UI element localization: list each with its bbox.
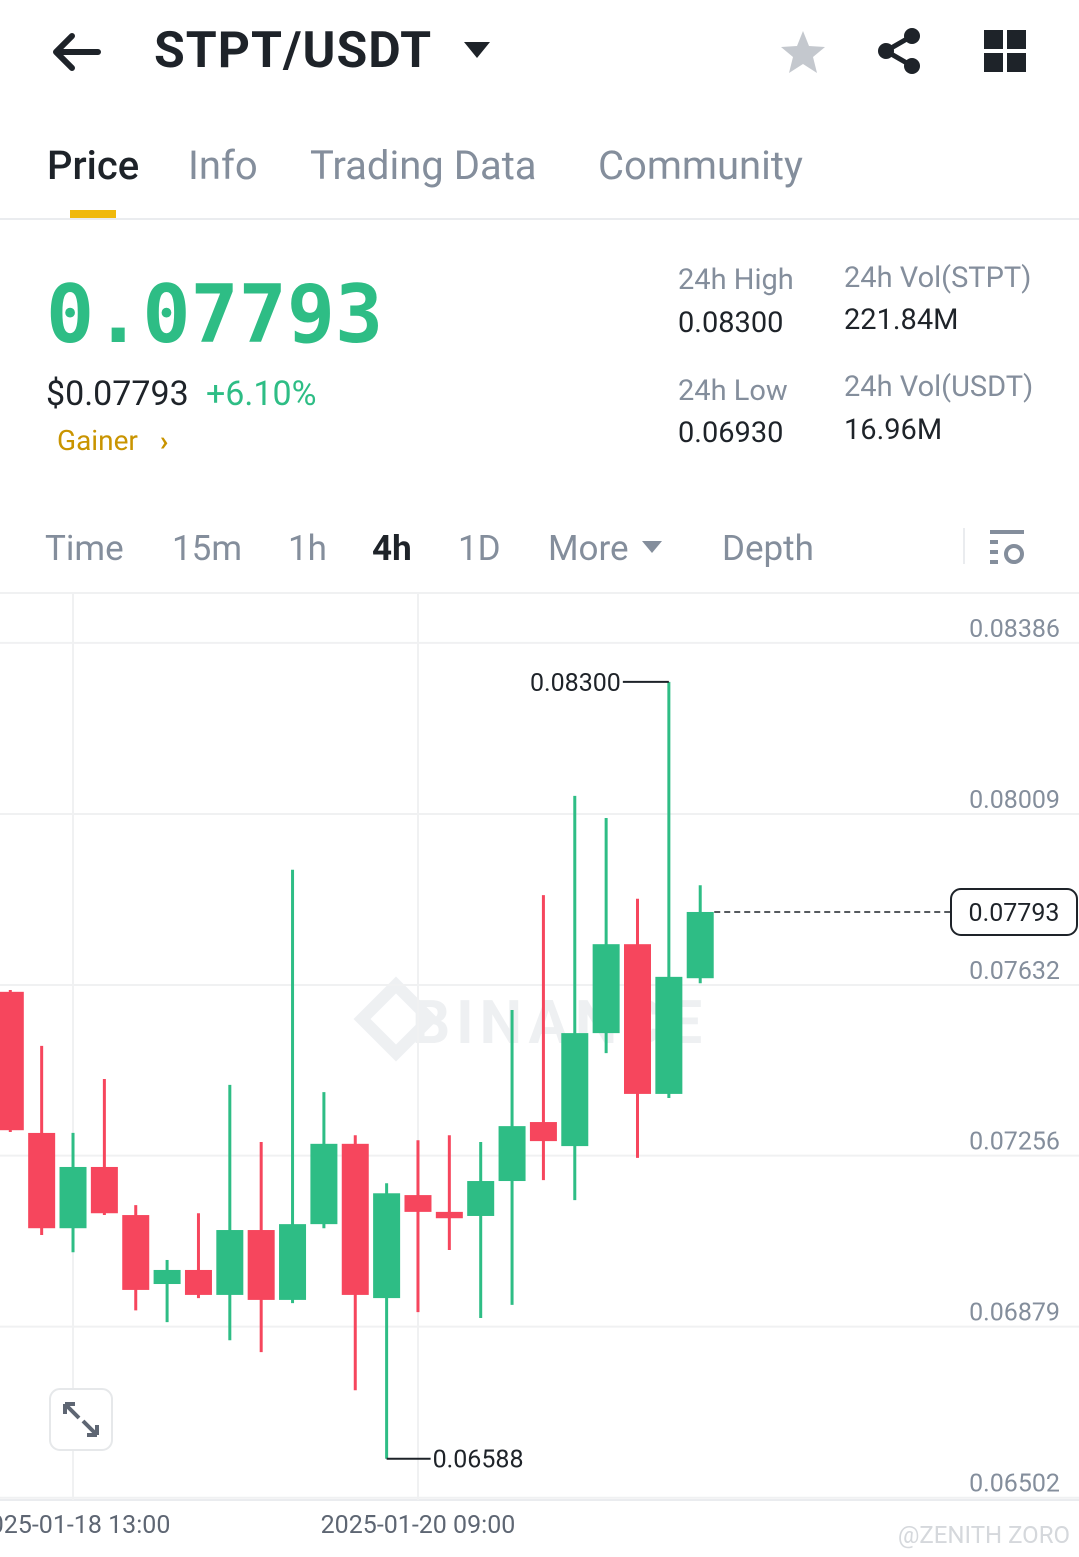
interval-tab[interactable]: 4h <box>372 528 412 569</box>
candle-body <box>592 944 620 1034</box>
price-change: +6.10% <box>206 374 317 414</box>
candle-body <box>59 1166 87 1229</box>
tab[interactable]: Trading Data <box>310 142 537 189</box>
gainer-link[interactable]: Gainer › <box>57 424 168 457</box>
x-tick-label: 2025-01-20 09:00 <box>321 1511 516 1540</box>
y-tick-label: 0.06879 <box>969 1299 1060 1328</box>
stat-value: 221.84M <box>844 303 959 337</box>
candle-body <box>561 1033 589 1147</box>
dropdown-icon[interactable] <box>462 40 492 62</box>
interval-tab[interactable]: 1D <box>458 528 501 569</box>
favorite-icon[interactable] <box>778 28 828 76</box>
candle-body <box>279 1224 307 1300</box>
stat-label: 24h Vol(STPT) <box>844 261 1032 295</box>
stat-label: 24h Low <box>678 374 788 408</box>
candlestick-chart: BINANCE 0.08386 0.08009 0.07632 0.07256 0.068… <box>0 593 1079 1549</box>
stat-value: 16.96M <box>844 413 943 447</box>
candle-body <box>435 1211 463 1219</box>
y-tick-label: 0.08009 <box>969 786 1060 815</box>
share-icon[interactable] <box>874 26 924 76</box>
fullscreen-button[interactable] <box>49 1388 113 1451</box>
candle-body <box>404 1195 432 1212</box>
separator <box>963 528 965 564</box>
chevron: › <box>159 424 169 457</box>
candle-body <box>28 1132 56 1229</box>
x-tick-label: 2025-01-18 13:00 <box>0 1511 170 1540</box>
candle-body <box>122 1215 150 1290</box>
candle-body <box>655 976 683 1094</box>
candle-body <box>624 944 651 1094</box>
last-price: 0.07793 <box>46 268 384 361</box>
candle-body <box>247 1230 275 1300</box>
high-label: 0.08300 <box>530 669 621 698</box>
stat-label: 24h High <box>678 263 794 297</box>
pair-title[interactable]: STPT/USDT <box>154 22 433 80</box>
interval-tab[interactable]: More <box>548 528 629 569</box>
tab-indicator <box>70 210 116 218</box>
last-price-box <box>950 887 1078 936</box>
tab[interactable]: Price <box>47 142 140 189</box>
interval-tab[interactable]: Depth <box>722 528 814 569</box>
divider <box>0 218 1079 220</box>
usd-price: $0.07793 <box>46 374 189 414</box>
grid-menu-icon[interactable] <box>984 30 1028 74</box>
candle-body <box>310 1143 338 1225</box>
chart-settings-icon[interactable] <box>988 528 1028 568</box>
candle-body <box>373 1193 401 1299</box>
candle-body <box>529 1122 557 1142</box>
interval-tab[interactable]: 1h <box>288 528 327 569</box>
candle-body <box>0 991 24 1131</box>
y-tick-label: 0.07256 <box>969 1128 1060 1157</box>
stat-value: 0.08300 <box>678 306 784 340</box>
tab[interactable]: Info <box>188 142 258 189</box>
stat-label: 24h Vol(USDT) <box>844 370 1034 404</box>
more-dropdown-icon[interactable] <box>640 539 664 555</box>
y-tick-label: 0.07632 <box>969 957 1060 986</box>
interval-tab[interactable]: 15m <box>172 528 243 569</box>
candle-body <box>153 1269 181 1285</box>
back-button[interactable] <box>48 30 102 74</box>
low-label: 0.06588 <box>433 1446 524 1475</box>
candle-body <box>184 1269 212 1295</box>
divider <box>0 592 1079 594</box>
candle-body <box>686 911 714 979</box>
candle-body <box>341 1143 369 1295</box>
tab[interactable]: Community <box>598 142 803 189</box>
last-price-label: 0.07793 <box>969 899 1060 928</box>
interval-tab[interactable]: Time <box>45 528 124 569</box>
stat-value: 0.06930 <box>678 416 784 450</box>
credit: @ZENITH ZORO <box>898 1521 1070 1549</box>
watermark: BINANCE <box>412 987 708 1058</box>
candle-body <box>90 1166 118 1214</box>
gainer-label: Gainer <box>57 424 138 457</box>
candle-body <box>467 1181 495 1216</box>
candle-body <box>216 1230 244 1295</box>
y-tick-label: 0.06502 <box>969 1470 1060 1499</box>
candle-body <box>498 1126 526 1182</box>
y-tick-label: 0.08386 <box>969 615 1060 644</box>
